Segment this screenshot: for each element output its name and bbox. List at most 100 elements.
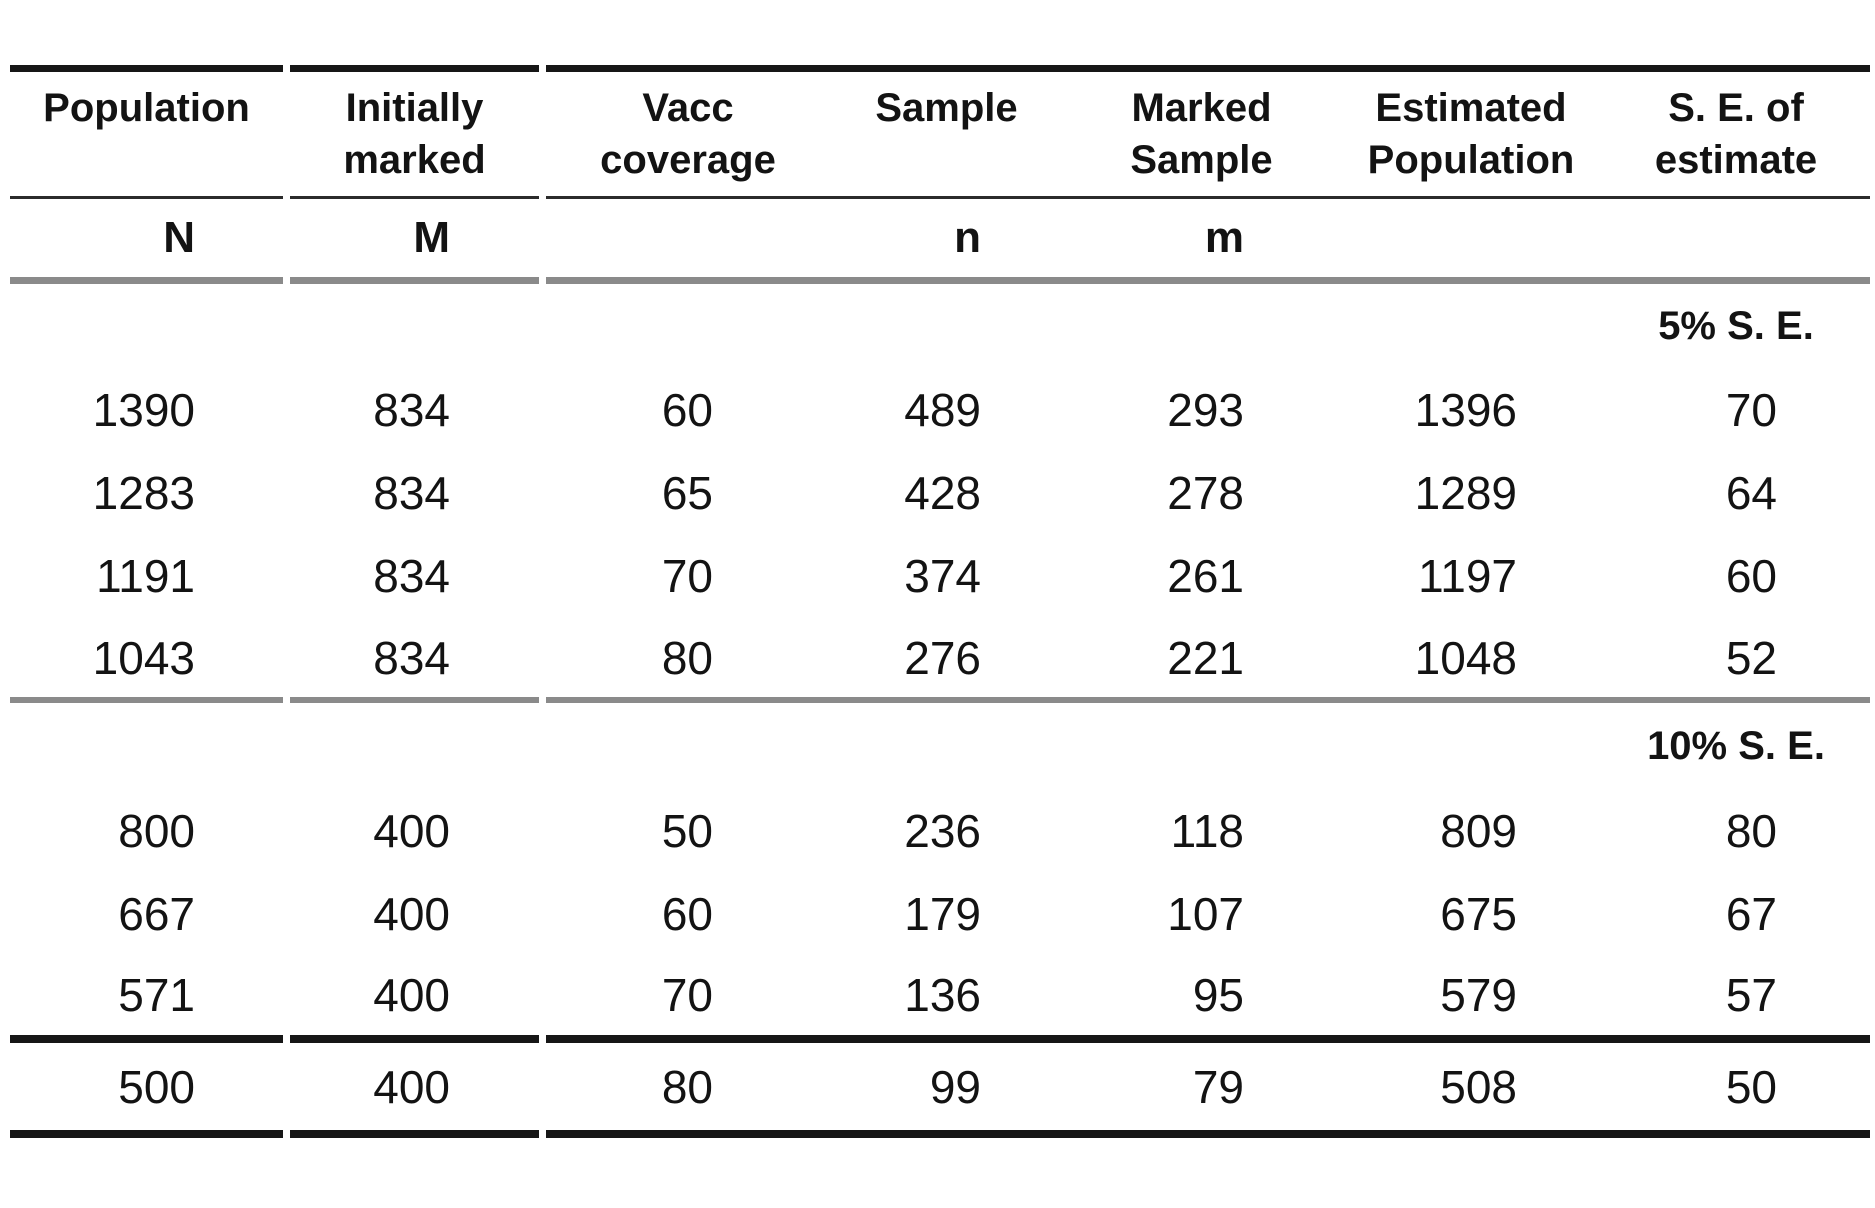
header-line: Sample xyxy=(1130,138,1273,182)
column-spacer xyxy=(283,955,290,1035)
column-spacer xyxy=(539,65,546,72)
column-spacer xyxy=(283,65,290,72)
data-cell: 79 xyxy=(1192,1060,1244,1113)
rule-segment xyxy=(290,697,539,703)
cell xyxy=(10,703,283,790)
column-spacer xyxy=(539,790,546,872)
column-spacer xyxy=(539,72,546,196)
rule-segment xyxy=(1602,277,1870,284)
header-line: estimate xyxy=(1654,138,1818,182)
cell xyxy=(1063,284,1340,368)
column-spacer xyxy=(539,277,546,284)
header-cell: Marked Sample xyxy=(1063,72,1340,196)
column-spacer xyxy=(283,1130,290,1138)
results-table-body: Population Initially marked Vacc coverage Sam… xyxy=(10,0,1870,1138)
header-line: Initially xyxy=(345,86,484,130)
cell xyxy=(830,703,1063,790)
subheader-cell xyxy=(546,199,830,277)
data-cell: 667 xyxy=(118,887,195,940)
section-label: 10% S. E. xyxy=(1647,724,1825,768)
data-cell: 834 xyxy=(373,631,450,684)
column-spacer xyxy=(283,534,290,618)
cell xyxy=(290,284,539,368)
rule-segment xyxy=(1063,277,1340,284)
data-cell: 276 xyxy=(904,631,981,684)
subheader-cell: N xyxy=(163,213,195,262)
data-cell: 57 xyxy=(1725,969,1777,1021)
column-spacer xyxy=(539,1043,546,1130)
row-spacer xyxy=(830,0,1063,65)
header-cell: Vacc coverage xyxy=(546,72,830,196)
rule-segment xyxy=(1063,697,1340,703)
column-spacer xyxy=(283,284,290,368)
data-cell: 80 xyxy=(661,631,713,684)
column-spacer xyxy=(539,284,546,368)
cell xyxy=(546,703,830,790)
data-cell: 179 xyxy=(904,887,981,940)
data-cell: 1396 xyxy=(1414,383,1517,436)
rule-segment xyxy=(1340,277,1602,284)
column-spacer xyxy=(539,368,546,451)
header-line: Sample xyxy=(875,86,1018,130)
data-cell: 60 xyxy=(1725,550,1777,602)
cell xyxy=(1340,284,1602,368)
data-cell: 374 xyxy=(904,550,981,602)
column-spacer xyxy=(539,955,546,1035)
header-cell: S. E. of estimate xyxy=(1602,72,1870,196)
rule-segment xyxy=(830,697,1063,703)
subheader-cell: m xyxy=(1204,213,1244,262)
data-cell: 60 xyxy=(661,887,713,940)
column-spacer xyxy=(539,703,546,790)
rule-segment xyxy=(1063,1035,1340,1043)
data-cell: 489 xyxy=(904,383,981,436)
cell xyxy=(1340,703,1602,790)
header-line: Vacc xyxy=(642,86,734,130)
data-cell: 400 xyxy=(373,887,450,940)
rule-segment xyxy=(290,1035,539,1043)
header-line: Estimated xyxy=(1375,86,1567,130)
data-cell: 99 xyxy=(929,1060,981,1113)
rule-segment xyxy=(546,1130,830,1138)
rule-segment xyxy=(10,1035,283,1043)
data-cell: 834 xyxy=(373,466,450,519)
data-cell: 261 xyxy=(1167,550,1244,602)
rule-segment xyxy=(1602,65,1870,72)
data-cell: 508 xyxy=(1440,1060,1517,1113)
data-cell: 809 xyxy=(1440,805,1517,857)
data-cell: 50 xyxy=(661,805,713,857)
data-cell: 1197 xyxy=(1418,550,1517,602)
rule-segment xyxy=(290,277,539,284)
header-line: Marked xyxy=(1131,86,1272,130)
rule-segment xyxy=(290,196,539,199)
column-spacer xyxy=(283,368,290,451)
rule-segment xyxy=(10,1130,283,1138)
column-spacer xyxy=(283,790,290,872)
data-cell: 400 xyxy=(373,1060,450,1113)
data-cell: 70 xyxy=(1725,383,1777,436)
header-cell: Sample xyxy=(830,72,1063,196)
cell xyxy=(546,284,830,368)
rule-segment xyxy=(546,697,830,703)
rule-segment xyxy=(1602,196,1870,199)
column-spacer xyxy=(539,451,546,534)
data-cell: 500 xyxy=(118,1060,195,1113)
column-spacer xyxy=(283,1043,290,1130)
column-spacer xyxy=(283,199,290,277)
data-cell: 400 xyxy=(373,969,450,1021)
row-spacer xyxy=(546,0,830,65)
header-line: S. E. of xyxy=(1668,86,1804,130)
rule-segment xyxy=(830,1130,1063,1138)
data-cell: 278 xyxy=(1167,466,1244,519)
rule-segment xyxy=(546,277,830,284)
data-cell: 52 xyxy=(1725,631,1777,684)
rule-segment xyxy=(10,196,283,199)
header-cell: Population xyxy=(10,72,283,196)
data-cell: 95 xyxy=(1192,969,1244,1021)
column-spacer xyxy=(539,1035,546,1043)
rule-segment xyxy=(546,1035,830,1043)
rule-segment xyxy=(1340,65,1602,72)
column-spacer xyxy=(283,451,290,534)
header-line: Population xyxy=(1367,138,1575,182)
column-spacer xyxy=(283,872,290,955)
